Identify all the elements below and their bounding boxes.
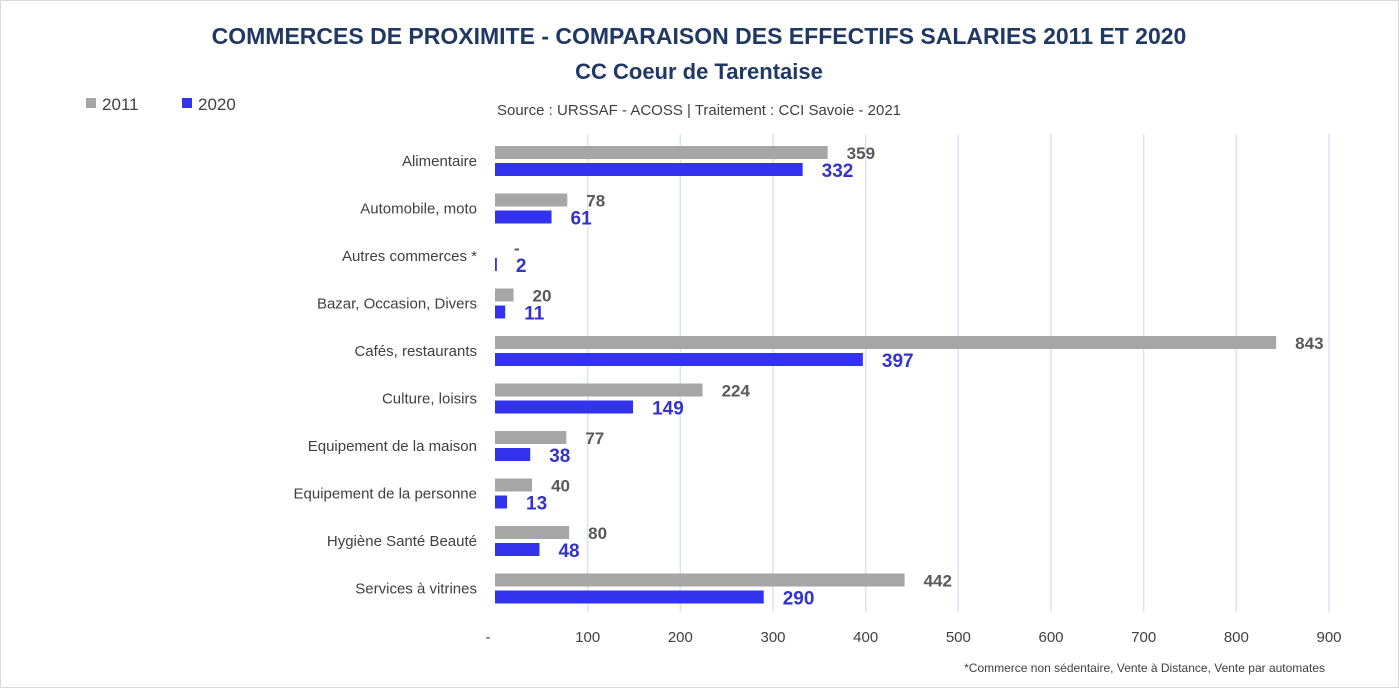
chart-source: Source : URSSAF - ACOSS | Traitement : C… bbox=[497, 102, 901, 119]
data-label-2020: 38 bbox=[549, 446, 570, 467]
legend-label-2011: 2011 bbox=[102, 95, 139, 114]
category-label: Bazar, Occasion, Divers bbox=[317, 296, 477, 313]
bar-2020 bbox=[495, 353, 863, 366]
data-label-2020: 48 bbox=[558, 541, 579, 562]
data-label-2011: 843 bbox=[1295, 334, 1323, 353]
legend: 2011 2020 bbox=[86, 95, 236, 114]
category-label: Autres commerces * bbox=[342, 248, 477, 265]
x-tick-label: 300 bbox=[760, 629, 785, 646]
x-tick-label: 700 bbox=[1131, 629, 1156, 646]
data-label-2011: 442 bbox=[924, 572, 952, 591]
bar-2020 bbox=[495, 163, 803, 176]
bar-2011 bbox=[495, 573, 905, 587]
category-label: Hygiène Santé Beauté bbox=[327, 533, 477, 550]
bars bbox=[495, 146, 1277, 604]
gridlines bbox=[586, 134, 1330, 612]
data-label-2011: 77 bbox=[585, 429, 604, 448]
x-tick-label: - bbox=[486, 629, 491, 646]
bar-2020 bbox=[495, 258, 497, 271]
bar-2011 bbox=[495, 336, 1277, 349]
category-label: Equipement de la personne bbox=[294, 486, 477, 503]
category-labels: Alimentaire Automobile, moto Autres commer… bbox=[294, 153, 478, 598]
bar-2011 bbox=[495, 383, 703, 397]
category-label: Services à vitrines bbox=[355, 581, 477, 598]
bar-2011 bbox=[495, 431, 567, 444]
data-label-2011: 224 bbox=[722, 382, 751, 401]
data-label-2011: 20 bbox=[533, 287, 552, 306]
x-tick-label: 900 bbox=[1316, 629, 1341, 646]
data-label-2011: 80 bbox=[588, 524, 607, 543]
data-label-2020: 149 bbox=[652, 399, 684, 420]
category-label: Equipement de la maison bbox=[308, 438, 477, 455]
x-tick-label: 200 bbox=[668, 629, 693, 646]
data-label-2020: 2 bbox=[516, 256, 527, 277]
category-label: Automobile, moto bbox=[360, 201, 477, 218]
bar-2020 bbox=[495, 210, 552, 224]
bar-2020 bbox=[495, 543, 540, 556]
bar-2020 bbox=[495, 495, 508, 509]
category-label: Cafés, restaurants bbox=[354, 343, 477, 360]
category-label: Alimentaire bbox=[402, 153, 477, 170]
data-label-2020: 332 bbox=[822, 161, 854, 182]
chart-title: COMMERCES DE PROXIMITE - COMPARAISON DES… bbox=[212, 23, 1187, 49]
data-label-2011: - bbox=[514, 239, 520, 258]
data-label-2011: 78 bbox=[586, 192, 605, 211]
bar-2020 bbox=[495, 448, 531, 461]
bar-2020 bbox=[495, 400, 634, 414]
x-tick-label: 500 bbox=[946, 629, 971, 646]
legend-label-2020: 2020 bbox=[198, 95, 236, 114]
data-label-2011: 40 bbox=[551, 477, 570, 496]
bar-2011 bbox=[495, 478, 533, 492]
x-tick-label: 100 bbox=[575, 629, 600, 646]
data-label-2020: 397 bbox=[882, 351, 914, 372]
data-label-2020: 13 bbox=[526, 494, 547, 515]
legend-swatch-2011 bbox=[86, 98, 96, 108]
bar-2020 bbox=[495, 305, 506, 319]
x-axis-ticks: - 100 200 300 400 500 600 700 800 900 bbox=[486, 629, 1342, 646]
bar-2011 bbox=[495, 526, 570, 539]
footnote: *Commerce non sédentaire, Vente à Distan… bbox=[964, 661, 1325, 675]
bar-2011 bbox=[495, 146, 828, 159]
legend-swatch-2020 bbox=[182, 98, 192, 108]
data-label-2020: 290 bbox=[783, 589, 815, 610]
data-label-2020: 61 bbox=[571, 209, 593, 230]
category-label: Culture, loisirs bbox=[382, 391, 477, 408]
chart-subtitle: CC Coeur de Tarentaise bbox=[575, 59, 823, 84]
x-tick-label: 400 bbox=[853, 629, 878, 646]
x-tick-label: 800 bbox=[1224, 629, 1249, 646]
data-label-2011: 359 bbox=[847, 144, 875, 163]
bar-2020 bbox=[495, 590, 764, 604]
data-label-2020: 11 bbox=[524, 304, 545, 325]
x-tick-label: 600 bbox=[1038, 629, 1063, 646]
bar-2011 bbox=[495, 288, 514, 302]
bar-2011 bbox=[495, 193, 568, 207]
